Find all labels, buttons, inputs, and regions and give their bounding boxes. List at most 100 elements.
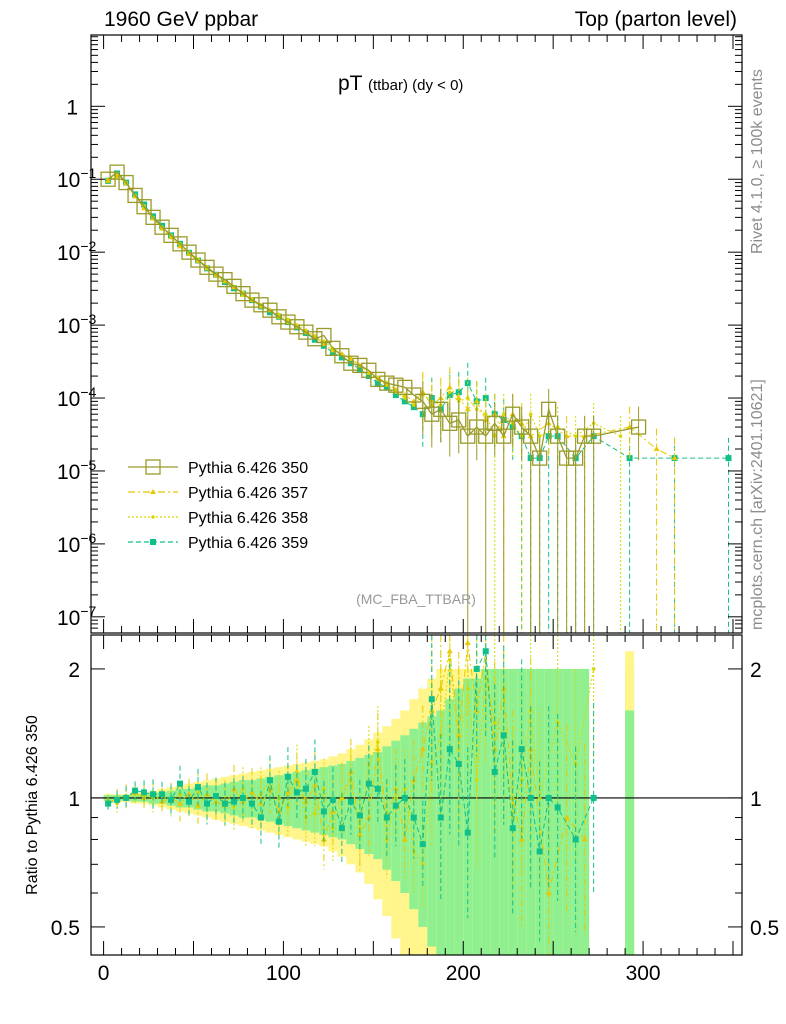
ratio-point [132, 787, 139, 794]
point-p350 [532, 450, 548, 466]
point-p350 [289, 319, 305, 335]
band-green [580, 668, 590, 955]
ratio-point [527, 794, 534, 801]
point-p350 [469, 419, 485, 435]
point-p359 [446, 392, 453, 399]
ratio-point [545, 889, 552, 895]
point-p358 [483, 412, 488, 417]
point-p358 [537, 434, 542, 438]
ratio-point [340, 796, 344, 800]
ratio-point [331, 826, 335, 830]
ratio-point [150, 791, 157, 798]
point-p357 [446, 384, 453, 390]
ratio-point [168, 796, 175, 803]
y-tick-exponent: −2 [80, 238, 96, 254]
point-p350 [307, 331, 323, 347]
ratio-point [383, 814, 390, 821]
ratio-point [365, 814, 372, 820]
ratio-point [446, 746, 453, 753]
point-p350 [478, 428, 494, 444]
point-p350 [460, 428, 476, 444]
legend-label-p359: Pythia 6.426 359 [188, 535, 308, 552]
point-p357 [671, 455, 678, 461]
ratio-ylabel: Ratio to Pythia 6.426 350 [24, 715, 41, 895]
ratio-point [203, 800, 210, 807]
ratio-point [141, 789, 148, 796]
point-p350 [505, 406, 521, 422]
legend-marker-p359 [150, 539, 156, 545]
point-p350 [361, 362, 377, 378]
ratio-y-tick-label: 1 [68, 788, 80, 811]
ratio-point [293, 789, 300, 796]
y-tick-label: 1 [66, 96, 78, 119]
point-p358 [403, 396, 407, 400]
ratio-y-tick-label-right: 1 [750, 788, 762, 811]
ratio-point [455, 760, 462, 767]
y-tick-exponent: −5 [80, 457, 96, 473]
ratio-point [500, 732, 507, 739]
ratio-point [518, 746, 525, 753]
ratio-point [186, 798, 193, 805]
ratio-line-p358 [107, 659, 595, 866]
point-p350 [496, 428, 512, 444]
point-p359 [374, 380, 381, 387]
point-p359 [392, 392, 399, 399]
ratio-point [177, 780, 184, 787]
ratio-point [419, 841, 426, 848]
y-tick-exponent: −1 [80, 165, 96, 181]
point-p350 [208, 266, 224, 282]
point-p350 [379, 375, 395, 391]
y-tick-exponent: −3 [80, 311, 96, 327]
point-p357 [653, 446, 660, 452]
legend-marker-p358 [151, 515, 155, 519]
point-p350 [181, 244, 197, 260]
point-p350 [271, 309, 287, 325]
ratio-point [591, 667, 596, 671]
ratio-point [322, 787, 326, 791]
header-right: Top (parton level) [574, 8, 737, 31]
ratio-point [420, 862, 425, 867]
band-green [562, 668, 572, 955]
band-green [418, 722, 428, 927]
ratio-point [248, 800, 255, 807]
point-p350 [559, 450, 575, 466]
point-p350 [630, 419, 647, 435]
ratio-point [284, 773, 291, 780]
point-p359 [266, 309, 273, 316]
ratio-point [374, 746, 381, 752]
point-p350 [316, 327, 332, 344]
ratio-point [320, 808, 327, 815]
point-p358 [465, 396, 470, 400]
analysis-watermark: (MC_FBA_TTBAR) [356, 591, 476, 607]
ratio-point [464, 829, 471, 836]
legend-label-p357: Pythia 6.426 357 [188, 485, 308, 502]
ratio-point [447, 658, 452, 662]
ratio-point [446, 648, 453, 654]
point-p350 [118, 174, 134, 191]
ratio-point [293, 777, 300, 783]
ratio-point [491, 768, 498, 775]
ratio-y-tick-label: 0.5 [51, 917, 80, 940]
point-p357 [105, 177, 112, 183]
ratio-point [563, 814, 570, 820]
point-p359 [329, 349, 336, 356]
point-p359 [401, 398, 408, 405]
ratio-point [473, 665, 480, 672]
point-p359 [311, 336, 318, 343]
point-p350 [244, 292, 260, 308]
point-p359 [356, 366, 363, 373]
x-tick-label: 300 [626, 962, 661, 985]
ratio-point [492, 720, 497, 725]
x-tick-label: 100 [266, 962, 301, 985]
point-p350 [280, 314, 296, 330]
point-p359 [455, 389, 462, 396]
ratio-point [465, 686, 470, 691]
y-tick-exponent: −6 [80, 530, 96, 546]
ratio-point [356, 812, 363, 819]
point-p359 [383, 384, 390, 391]
point-p350 [576, 428, 593, 444]
ratio-point [275, 818, 282, 825]
band-green [400, 735, 410, 893]
ratio-point [403, 787, 407, 791]
point-p350 [424, 406, 440, 422]
